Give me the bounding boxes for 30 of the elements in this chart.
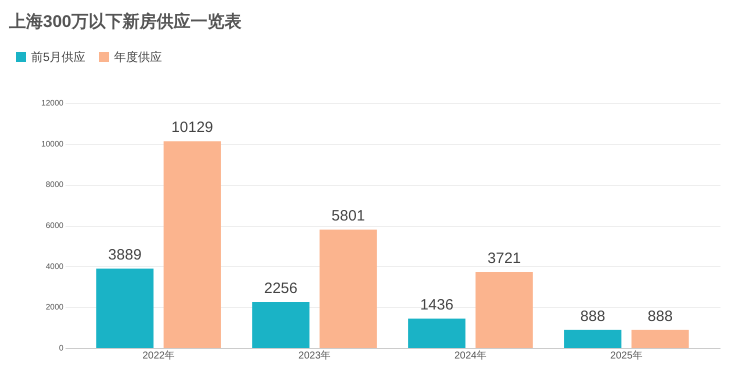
y-tick-label: 10000 xyxy=(41,139,64,148)
bar xyxy=(631,330,689,348)
legend-label: 前5月供应 xyxy=(31,50,86,64)
x-tick-label: 2025年 xyxy=(610,350,643,362)
data-label: 10129 xyxy=(171,119,214,136)
data-label: 3889 xyxy=(108,246,142,264)
y-tick-label: 4000 xyxy=(46,262,64,271)
data-label: 3721 xyxy=(488,250,521,268)
data-label: 888 xyxy=(580,308,606,325)
y-tick-label: 12000 xyxy=(41,98,64,108)
data-label: 5801 xyxy=(332,208,365,225)
x-tick-label: 2022年 xyxy=(142,350,175,362)
data-label: 888 xyxy=(648,308,673,325)
bar xyxy=(564,330,622,348)
bar xyxy=(164,141,221,348)
y-tick-label: 8000 xyxy=(46,180,64,190)
data-label: 1436 xyxy=(420,296,454,314)
legend-label: 年度供应 xyxy=(114,50,162,64)
chart-title: 上海300万以下新房供应一览表 xyxy=(8,12,242,31)
x-tick-label: 2024年 xyxy=(454,350,487,362)
data-label: 2256 xyxy=(264,280,298,297)
y-tick-label: 0 xyxy=(59,344,64,352)
x-tick-label: 2023年 xyxy=(298,350,331,362)
bar xyxy=(96,268,154,348)
bar xyxy=(408,318,466,348)
bar xyxy=(252,302,310,348)
bar xyxy=(476,272,533,348)
y-tick-label: 6000 xyxy=(46,221,64,230)
y-tick-label: 2000 xyxy=(46,302,64,312)
bar xyxy=(320,230,377,348)
